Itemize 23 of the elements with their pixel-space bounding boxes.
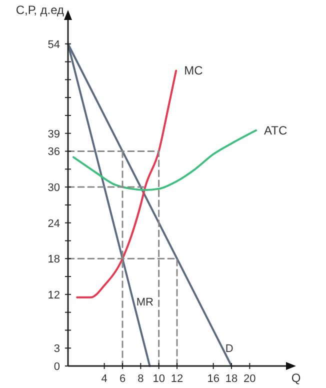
y-tick-label: 0 xyxy=(54,361,60,373)
y-tick-label: 36 xyxy=(48,146,60,158)
x-tick-label: 16 xyxy=(207,373,220,385)
y-tick-label: 30 xyxy=(48,182,60,194)
x-tick-label: 20 xyxy=(244,373,256,385)
series-label: ATC xyxy=(264,123,288,138)
x-tick-label: 12 xyxy=(170,373,184,385)
series-label: D xyxy=(225,343,234,356)
y-tick-label: 18 xyxy=(48,254,60,266)
y-tick-label: 39 xyxy=(48,128,60,140)
y-axis-title: С,Р, д.ед xyxy=(16,3,64,17)
y-tick-label: 12 xyxy=(48,289,60,302)
x-tick-label: 18 xyxy=(225,373,238,385)
y-tick-label: 54 xyxy=(48,38,60,51)
series-label: MC xyxy=(184,64,204,78)
y-tick-label: 3 xyxy=(54,343,60,356)
x-tick-label: 6 xyxy=(119,373,126,385)
x-tick-label: 4 xyxy=(101,373,108,385)
x-tick-label: 8 xyxy=(138,373,144,385)
x-axis-title: Q xyxy=(291,371,301,385)
x-tick-label: 10 xyxy=(152,373,165,385)
series-label: MR xyxy=(136,296,154,309)
y-tick-label: 24 xyxy=(48,218,60,230)
